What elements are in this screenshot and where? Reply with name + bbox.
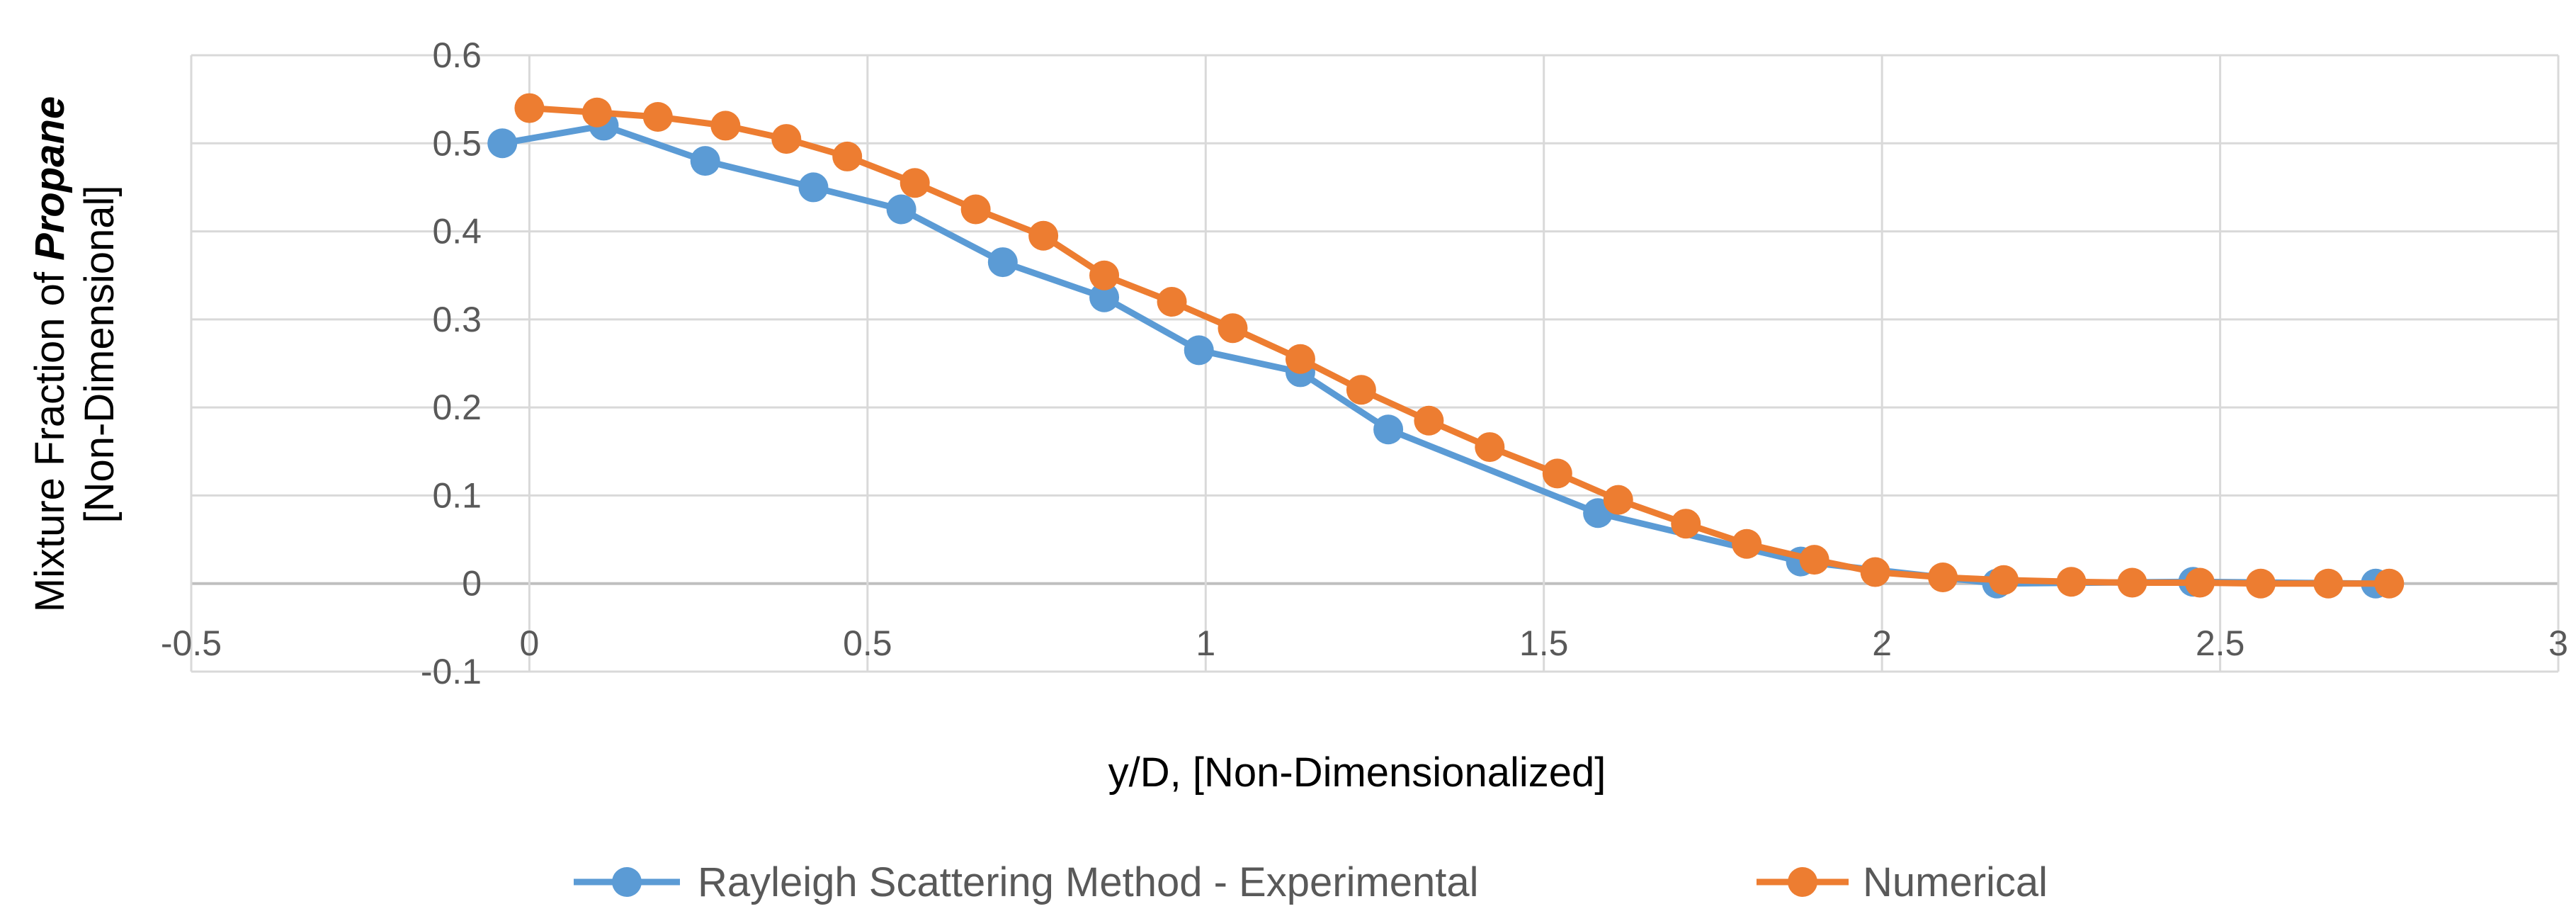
data-point: [642, 102, 673, 132]
data-point: [1414, 405, 1444, 436]
data-point: [581, 97, 612, 128]
data-point: [832, 141, 863, 171]
y-tick-label: 0: [462, 564, 482, 604]
series-layer: [487, 93, 2405, 599]
data-point: [1989, 565, 2019, 595]
data-point: [2313, 568, 2344, 599]
data-point: [1732, 528, 1762, 559]
data-point: [1928, 562, 1958, 593]
data-point: [798, 172, 829, 203]
x-axis-title: y/D, [Non-Dimensionalized]: [1108, 750, 1606, 796]
x-tick-label: 1.5: [1519, 623, 1569, 663]
y-axis-title-emphasis: Propane: [27, 96, 73, 261]
legend: Rayleigh Scattering Method - Experimenta…: [574, 859, 2048, 905]
data-point: [514, 93, 545, 123]
data-point: [1671, 509, 1701, 539]
legend-marker: [612, 867, 642, 897]
y-axis-ticks: -0.1 0 0.1 0.2 0.3 0.4 0.5 0.6: [421, 35, 482, 691]
data-point: [1346, 375, 1376, 405]
y-axis-title: Mixture Fraction of Propane [Non-Dimensi…: [27, 96, 123, 612]
data-point: [886, 194, 917, 225]
y-tick-label: 0.6: [432, 35, 482, 75]
series-experimental: [487, 111, 2391, 599]
data-point: [1089, 282, 1120, 312]
data-point: [710, 111, 741, 141]
x-tick-label: 3: [2548, 623, 2568, 663]
y-tick-label: 0.5: [432, 123, 482, 163]
data-point: [1475, 432, 1505, 463]
data-point: [1603, 485, 1633, 515]
x-axis-ticks: -0.5 0 0.5 1 1.5 2 2.5 3: [161, 623, 2568, 663]
data-point: [1218, 313, 1248, 344]
data-point: [1285, 344, 1315, 374]
data-point: [771, 124, 802, 154]
y-axis-title-prefix: Mixture Fraction of: [27, 261, 73, 612]
x-tick-label: 0: [520, 623, 540, 663]
x-tick-label: -0.5: [161, 623, 222, 663]
x-tick-label: 0.5: [843, 623, 892, 663]
series-line: [499, 122, 2379, 587]
series-numerical: [514, 93, 2405, 599]
legend-marker: [1788, 867, 1817, 897]
data-point: [1089, 260, 1120, 290]
legend-label: Rayleigh Scattering Method - Experimenta…: [698, 859, 1479, 905]
data-point: [1799, 545, 1829, 575]
data-point: [2374, 568, 2405, 599]
y-tick-label: 0.4: [432, 212, 482, 251]
data-point: [1373, 414, 1404, 445]
data-point: [2117, 567, 2147, 598]
data-point: [960, 194, 991, 225]
data-point: [900, 168, 930, 198]
data-point: [2184, 567, 2215, 598]
y-tick-label: 0.2: [432, 388, 482, 427]
data-point: [487, 128, 518, 159]
x-tick-label: 2.5: [2196, 623, 2245, 663]
data-point: [1028, 220, 1059, 251]
data-point: [1860, 557, 1890, 587]
svg-text:Mixture Fraction of Propane: Mixture Fraction of Propane: [27, 96, 73, 612]
data-point: [2056, 567, 2087, 597]
data-point: [987, 247, 1018, 278]
data-point: [2245, 568, 2276, 599]
y-tick-label: 0.3: [432, 300, 482, 339]
y-tick-label: 0.1: [432, 475, 482, 515]
legend-item: Numerical: [1757, 859, 2048, 905]
x-tick-label: 2: [1872, 623, 1892, 663]
x-tick-label: 1: [1196, 623, 1215, 663]
data-point: [1542, 458, 1572, 489]
data-point: [1157, 287, 1187, 317]
legend-item: Rayleigh Scattering Method - Experimenta…: [574, 859, 1479, 905]
legend-label: Numerical: [1863, 859, 2048, 905]
data-point: [690, 146, 720, 176]
y-axis-title-line2: [Non-Dimensional]: [76, 185, 123, 523]
y-tick-label: -0.1: [421, 652, 482, 691]
data-point: [1184, 335, 1214, 366]
